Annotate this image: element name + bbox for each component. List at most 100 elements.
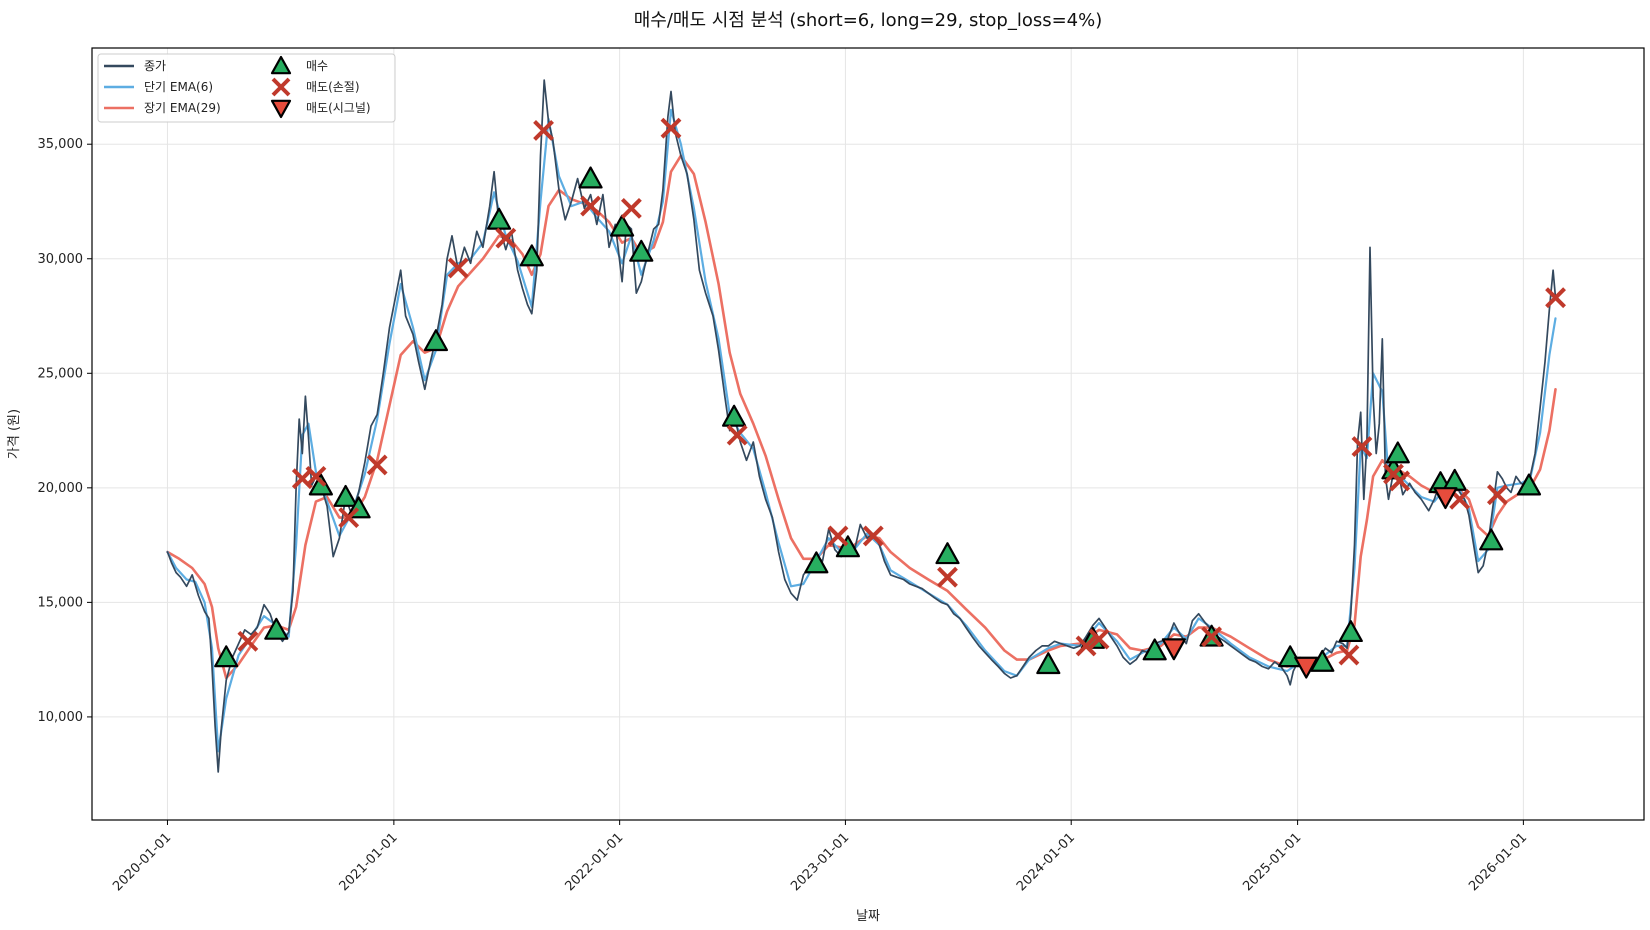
sell-stop-marker — [1201, 626, 1223, 648]
plot-frame — [91, 47, 1645, 821]
plot-markers — [214, 117, 1566, 679]
buy-marker — [935, 542, 960, 565]
legend-label-close: 종가 — [144, 59, 166, 73]
buy-marker — [1310, 649, 1335, 672]
sell-stop-stroke — [1088, 628, 1110, 650]
buy-marker — [486, 207, 512, 230]
legend-swatch-sell_signal — [270, 99, 292, 119]
sell-stop-stroke — [827, 525, 849, 547]
sell-stop-stroke — [726, 424, 748, 446]
y-tick-label: 25,000 — [38, 366, 84, 381]
sell-stop-marker — [660, 117, 682, 139]
buy-marker — [1278, 645, 1303, 668]
sell-stop-stroke — [660, 117, 682, 139]
plot-series — [166, 79, 1557, 773]
x-axis: 2020-01-01 2021-01-01 2022-01-01 2023-01-01… — [110, 820, 1530, 894]
buy-marker — [1479, 528, 1504, 551]
x-tick-label: 2022-01-01 — [562, 830, 626, 894]
sell-stop-marker — [447, 257, 469, 279]
sell-stop-marker — [937, 566, 958, 588]
buy-marker — [578, 166, 603, 189]
close-line — [166, 79, 1557, 773]
buy-marker — [519, 244, 544, 267]
buy-marker — [333, 484, 358, 507]
sell-stop-stroke — [271, 77, 291, 97]
sell-stop-marker — [1486, 484, 1508, 506]
sell-stop-stroke — [862, 525, 884, 547]
sell-stop-stroke — [366, 454, 388, 476]
sell-stop-marker — [305, 465, 327, 487]
x-axis-label: 날짜 — [856, 909, 880, 924]
buy-marker — [1385, 441, 1410, 464]
y-tick-label: 20,000 — [38, 481, 84, 496]
sell-stop-stroke — [1351, 436, 1373, 458]
y-tick-label: 35,000 — [38, 137, 84, 152]
sell-stop-stroke — [305, 465, 327, 487]
buy-marker — [1142, 638, 1167, 661]
buy-marker — [308, 473, 333, 496]
y-tick-label: 15,000 — [38, 595, 84, 610]
sell-stop-stroke — [1449, 488, 1471, 510]
sell-stop-stroke — [291, 468, 313, 490]
x-tick-label: 2024-01-01 — [1014, 830, 1078, 894]
x-tick-label: 2020-01-01 — [110, 830, 174, 894]
sell-stop-stroke — [533, 120, 554, 141]
sell-stop-marker — [1389, 470, 1411, 492]
sell-signal-marker — [1294, 656, 1319, 679]
sell-stop-stroke — [237, 630, 259, 652]
buy-marker — [1036, 652, 1061, 675]
buy-marker — [721, 404, 747, 427]
sell-stop-marker — [620, 197, 642, 219]
x-tick-label: 2023-01-01 — [788, 830, 852, 894]
legend-swatch-sell_stop — [271, 77, 291, 97]
buy-marker — [1516, 473, 1542, 496]
sell-stop-marker — [366, 454, 388, 476]
sell-stop-marker — [827, 525, 849, 547]
legend-label-short_ema: 단기 EMA(6) — [144, 80, 213, 94]
buy-marker — [423, 329, 449, 352]
legend-swatch-buy — [270, 55, 292, 75]
legend-label-long_ema: 장기 EMA(29) — [144, 101, 221, 115]
sell-stop-stroke — [447, 257, 469, 279]
sell-signal-marker — [1161, 638, 1186, 661]
y-axis: 10,000 15,000 20,000 25,000 30,000 35,000 — [38, 137, 92, 725]
sell-stop-stroke — [937, 566, 958, 588]
sell-stop-marker — [533, 120, 554, 141]
sell-stop-marker — [495, 227, 517, 249]
sell-stop-marker — [237, 630, 259, 652]
y-tick-label: 10,000 — [38, 710, 84, 725]
x-tick-label: 2021-01-01 — [337, 830, 401, 894]
buy-marker — [835, 535, 860, 558]
sell-signal-marker — [1433, 487, 1458, 510]
sell-stop-stroke — [1486, 484, 1508, 506]
buy-marker — [804, 551, 829, 574]
legend-label-sell_signal: 매도(시그널) — [306, 101, 371, 115]
grid — [92, 48, 1644, 820]
sell-stop-stroke — [1545, 287, 1566, 309]
sell-stop-marker — [862, 525, 884, 547]
sell-stop-marker — [726, 424, 748, 446]
sell-stop-stroke — [338, 507, 360, 529]
legend-box — [97, 53, 396, 123]
sell-stop-stroke — [1389, 470, 1411, 492]
buy-marker — [214, 645, 239, 668]
sell-stop-marker — [1351, 436, 1373, 458]
sell-stop-stroke — [1338, 644, 1360, 666]
sell-stop-marker — [1545, 287, 1566, 309]
buy-marker — [1338, 620, 1363, 643]
sell-stop-stroke — [580, 195, 601, 217]
sell-stop-stroke — [495, 227, 517, 249]
x-tick-label: 2025-01-01 — [1240, 830, 1304, 894]
buy-marker — [610, 214, 635, 237]
sell-stop-marker — [580, 195, 601, 217]
legend-label-sell_stop: 매도(손절) — [306, 80, 360, 94]
buy-marker — [264, 617, 289, 640]
sell-stop-marker — [338, 507, 360, 529]
sell-stop-marker — [1338, 644, 1360, 666]
sell-stop-marker — [1088, 628, 1110, 650]
sell-stop-marker — [1075, 635, 1097, 657]
y-tick-label: 30,000 — [38, 252, 84, 267]
buy-marker — [629, 239, 654, 262]
